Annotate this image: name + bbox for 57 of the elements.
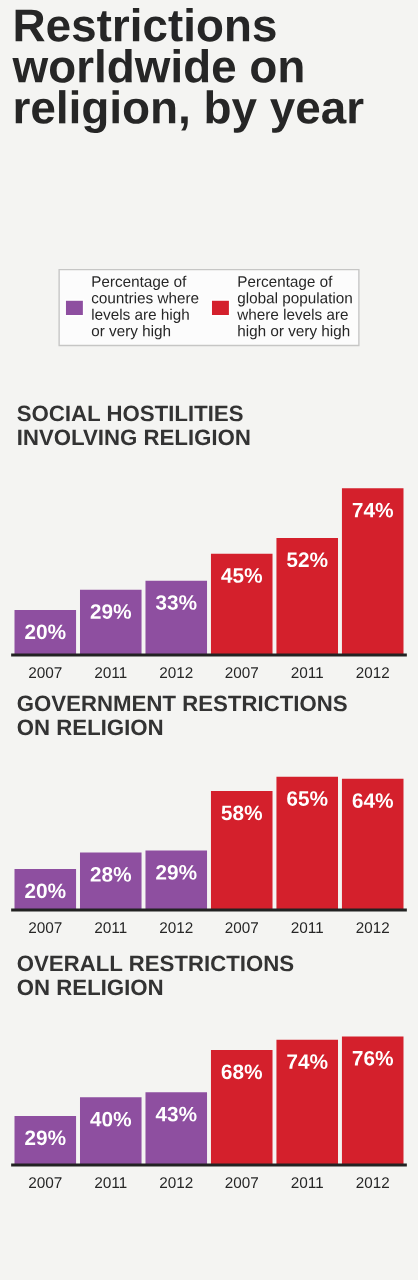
x-tick-label: 2011	[291, 922, 323, 934]
data-label: 68%	[221, 1064, 263, 1080]
data-label: 29%	[25, 1130, 66, 1146]
x-tick-label: 2012	[356, 922, 389, 934]
data-label: 52%	[287, 552, 328, 568]
chart-title: OVERALL RESTRICTIONS ON RELIGION	[17, 955, 294, 996]
bar	[79, 1097, 142, 1165]
bar	[341, 778, 404, 910]
x-tick-label: 2011	[95, 667, 127, 679]
data-label: 45%	[221, 568, 263, 583]
x-tick-label: 2012	[160, 667, 193, 679]
data-label: 29%	[90, 604, 132, 619]
bar	[341, 488, 404, 655]
x-tick-label: 2011	[291, 667, 323, 679]
data-label: 28%	[90, 867, 132, 882]
chart-title: Restrictions worldwide on religion, by year	[12, 8, 364, 134]
data-label: 74%	[352, 502, 394, 518]
data-label: 74%	[287, 1054, 328, 1069]
x-tick-label: 2007	[29, 922, 62, 934]
legend-label: Percentage of countries where levels are high or very high	[91, 275, 199, 340]
bar	[210, 1049, 273, 1165]
bar	[79, 589, 142, 655]
bar	[210, 553, 273, 655]
x-tick-label: 2011	[95, 922, 127, 934]
bar	[276, 537, 339, 655]
data-label: 76%	[352, 1050, 394, 1066]
data-label: 43%	[155, 1106, 197, 1122]
bar	[79, 852, 142, 910]
data-label: 64%	[352, 793, 394, 808]
data-label: 58%	[221, 805, 263, 821]
bar	[145, 1092, 208, 1165]
chart-title: GOVERNMENT RESTRICTIONS ON RELIGION	[17, 695, 347, 736]
x-tick-label: 2007	[225, 667, 258, 679]
x-tick-label: 2012	[356, 667, 389, 679]
x-tick-label: 2007	[29, 667, 62, 679]
x-tick-label: 2012	[356, 1177, 389, 1189]
x-tick-label: 2007	[29, 1177, 62, 1189]
x-tick-label: 2012	[160, 1177, 193, 1189]
bar	[341, 1036, 404, 1165]
data-label: 29%	[156, 864, 197, 880]
bar	[276, 1039, 339, 1165]
chart-subtitle: SOCIAL HOSTILITIES INVOLVING RELIGION	[17, 405, 250, 446]
bar	[145, 580, 208, 655]
bar	[210, 791, 273, 910]
data-label: 33%	[155, 595, 197, 610]
x-tick-label: 2007	[225, 922, 258, 934]
bar	[145, 850, 208, 910]
data-label: 20%	[25, 883, 66, 899]
x-tick-label: 2011	[291, 1177, 323, 1189]
bar	[276, 776, 339, 910]
x-tick-label: 2012	[160, 922, 193, 934]
legend-label: Percentage of global population where levels are high or very high	[237, 275, 352, 340]
data-label: 20%	[25, 624, 66, 640]
x-tick-label: 2007	[225, 1177, 258, 1189]
data-label: 40%	[90, 1111, 132, 1127]
x-tick-label: 2011	[95, 1177, 127, 1189]
data-label: 65%	[287, 791, 328, 806]
